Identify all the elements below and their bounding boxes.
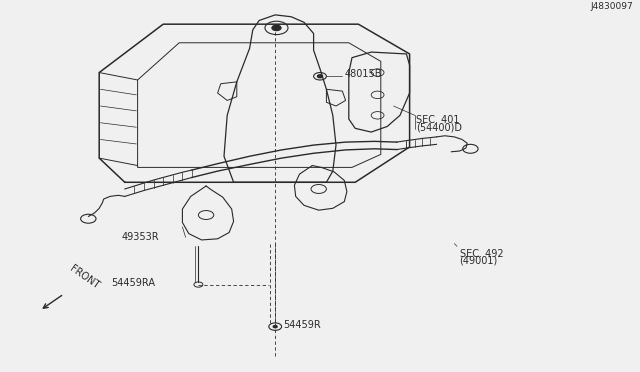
Text: (49001): (49001) bbox=[460, 256, 498, 266]
Text: 54459RA: 54459RA bbox=[111, 279, 155, 288]
Text: 48015B: 48015B bbox=[344, 70, 382, 79]
Text: 49353R: 49353R bbox=[121, 232, 159, 242]
Text: (54400)D: (54400)D bbox=[416, 122, 462, 132]
Text: 54459R: 54459R bbox=[283, 321, 321, 330]
Text: SEC. 492: SEC. 492 bbox=[460, 249, 503, 259]
Text: J4830097: J4830097 bbox=[591, 2, 634, 11]
Circle shape bbox=[272, 25, 281, 31]
Circle shape bbox=[273, 326, 277, 328]
Text: SEC. 401: SEC. 401 bbox=[416, 115, 460, 125]
Text: FRONT: FRONT bbox=[68, 264, 101, 291]
Circle shape bbox=[317, 75, 323, 78]
